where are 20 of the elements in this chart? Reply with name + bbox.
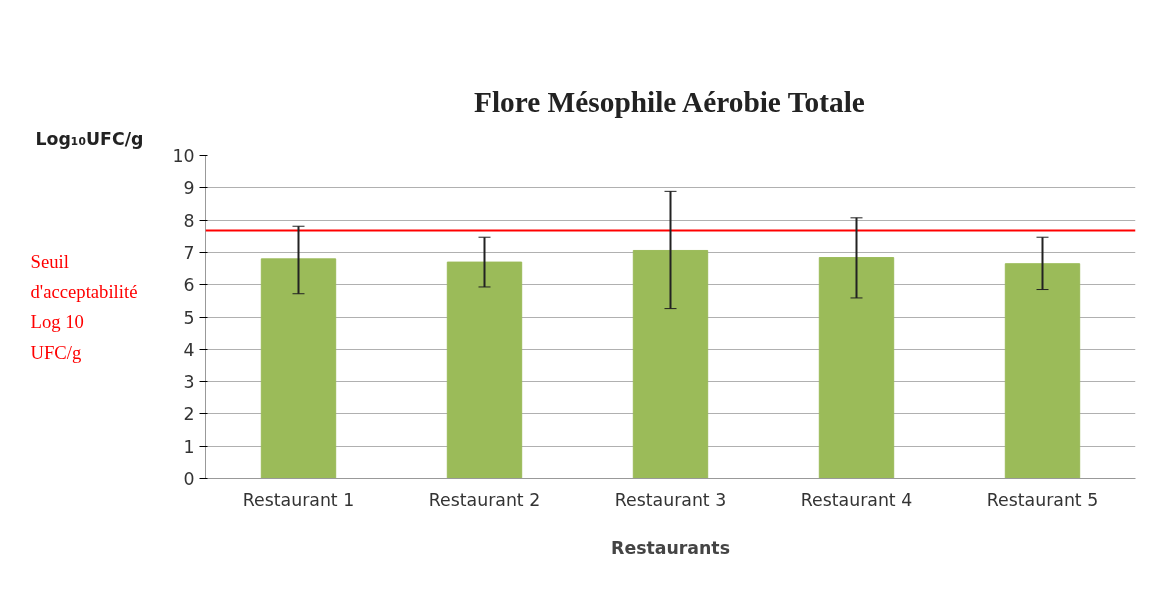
y-tick-label: 0 xyxy=(183,469,195,489)
x-tick-label: Restaurant 3 xyxy=(614,489,727,510)
y-axis-title: Log₁₀UFC/g xyxy=(35,128,144,149)
y-tick-label: 5 xyxy=(183,307,195,328)
y-tick-label: 6 xyxy=(183,275,195,296)
x-axis-title: Restaurants xyxy=(611,537,730,558)
x-tick-label: Restaurant 4 xyxy=(800,489,913,510)
y-tick-label: 1 xyxy=(183,436,195,457)
y-tick-label: 7 xyxy=(183,242,195,263)
y-tick-label: 3 xyxy=(183,372,195,393)
x-tick-label: Restaurant 2 xyxy=(428,489,541,510)
y-tick-label: 9 xyxy=(183,178,195,199)
y-tick-label: 2 xyxy=(183,404,195,425)
x-tick-label: Restaurant 1 xyxy=(242,489,355,510)
y-tick-label: 4 xyxy=(183,339,195,360)
y-tick-label: 8 xyxy=(183,210,195,231)
y-tick-label: 10 xyxy=(172,146,195,166)
chart-title: Flore Mésophile Aérobie Totale xyxy=(474,86,865,118)
ref-line-label: Seuil d'acceptabilité Log 10 UFC/g xyxy=(30,250,138,363)
x-tick-label: Restaurant 5 xyxy=(986,489,1099,510)
